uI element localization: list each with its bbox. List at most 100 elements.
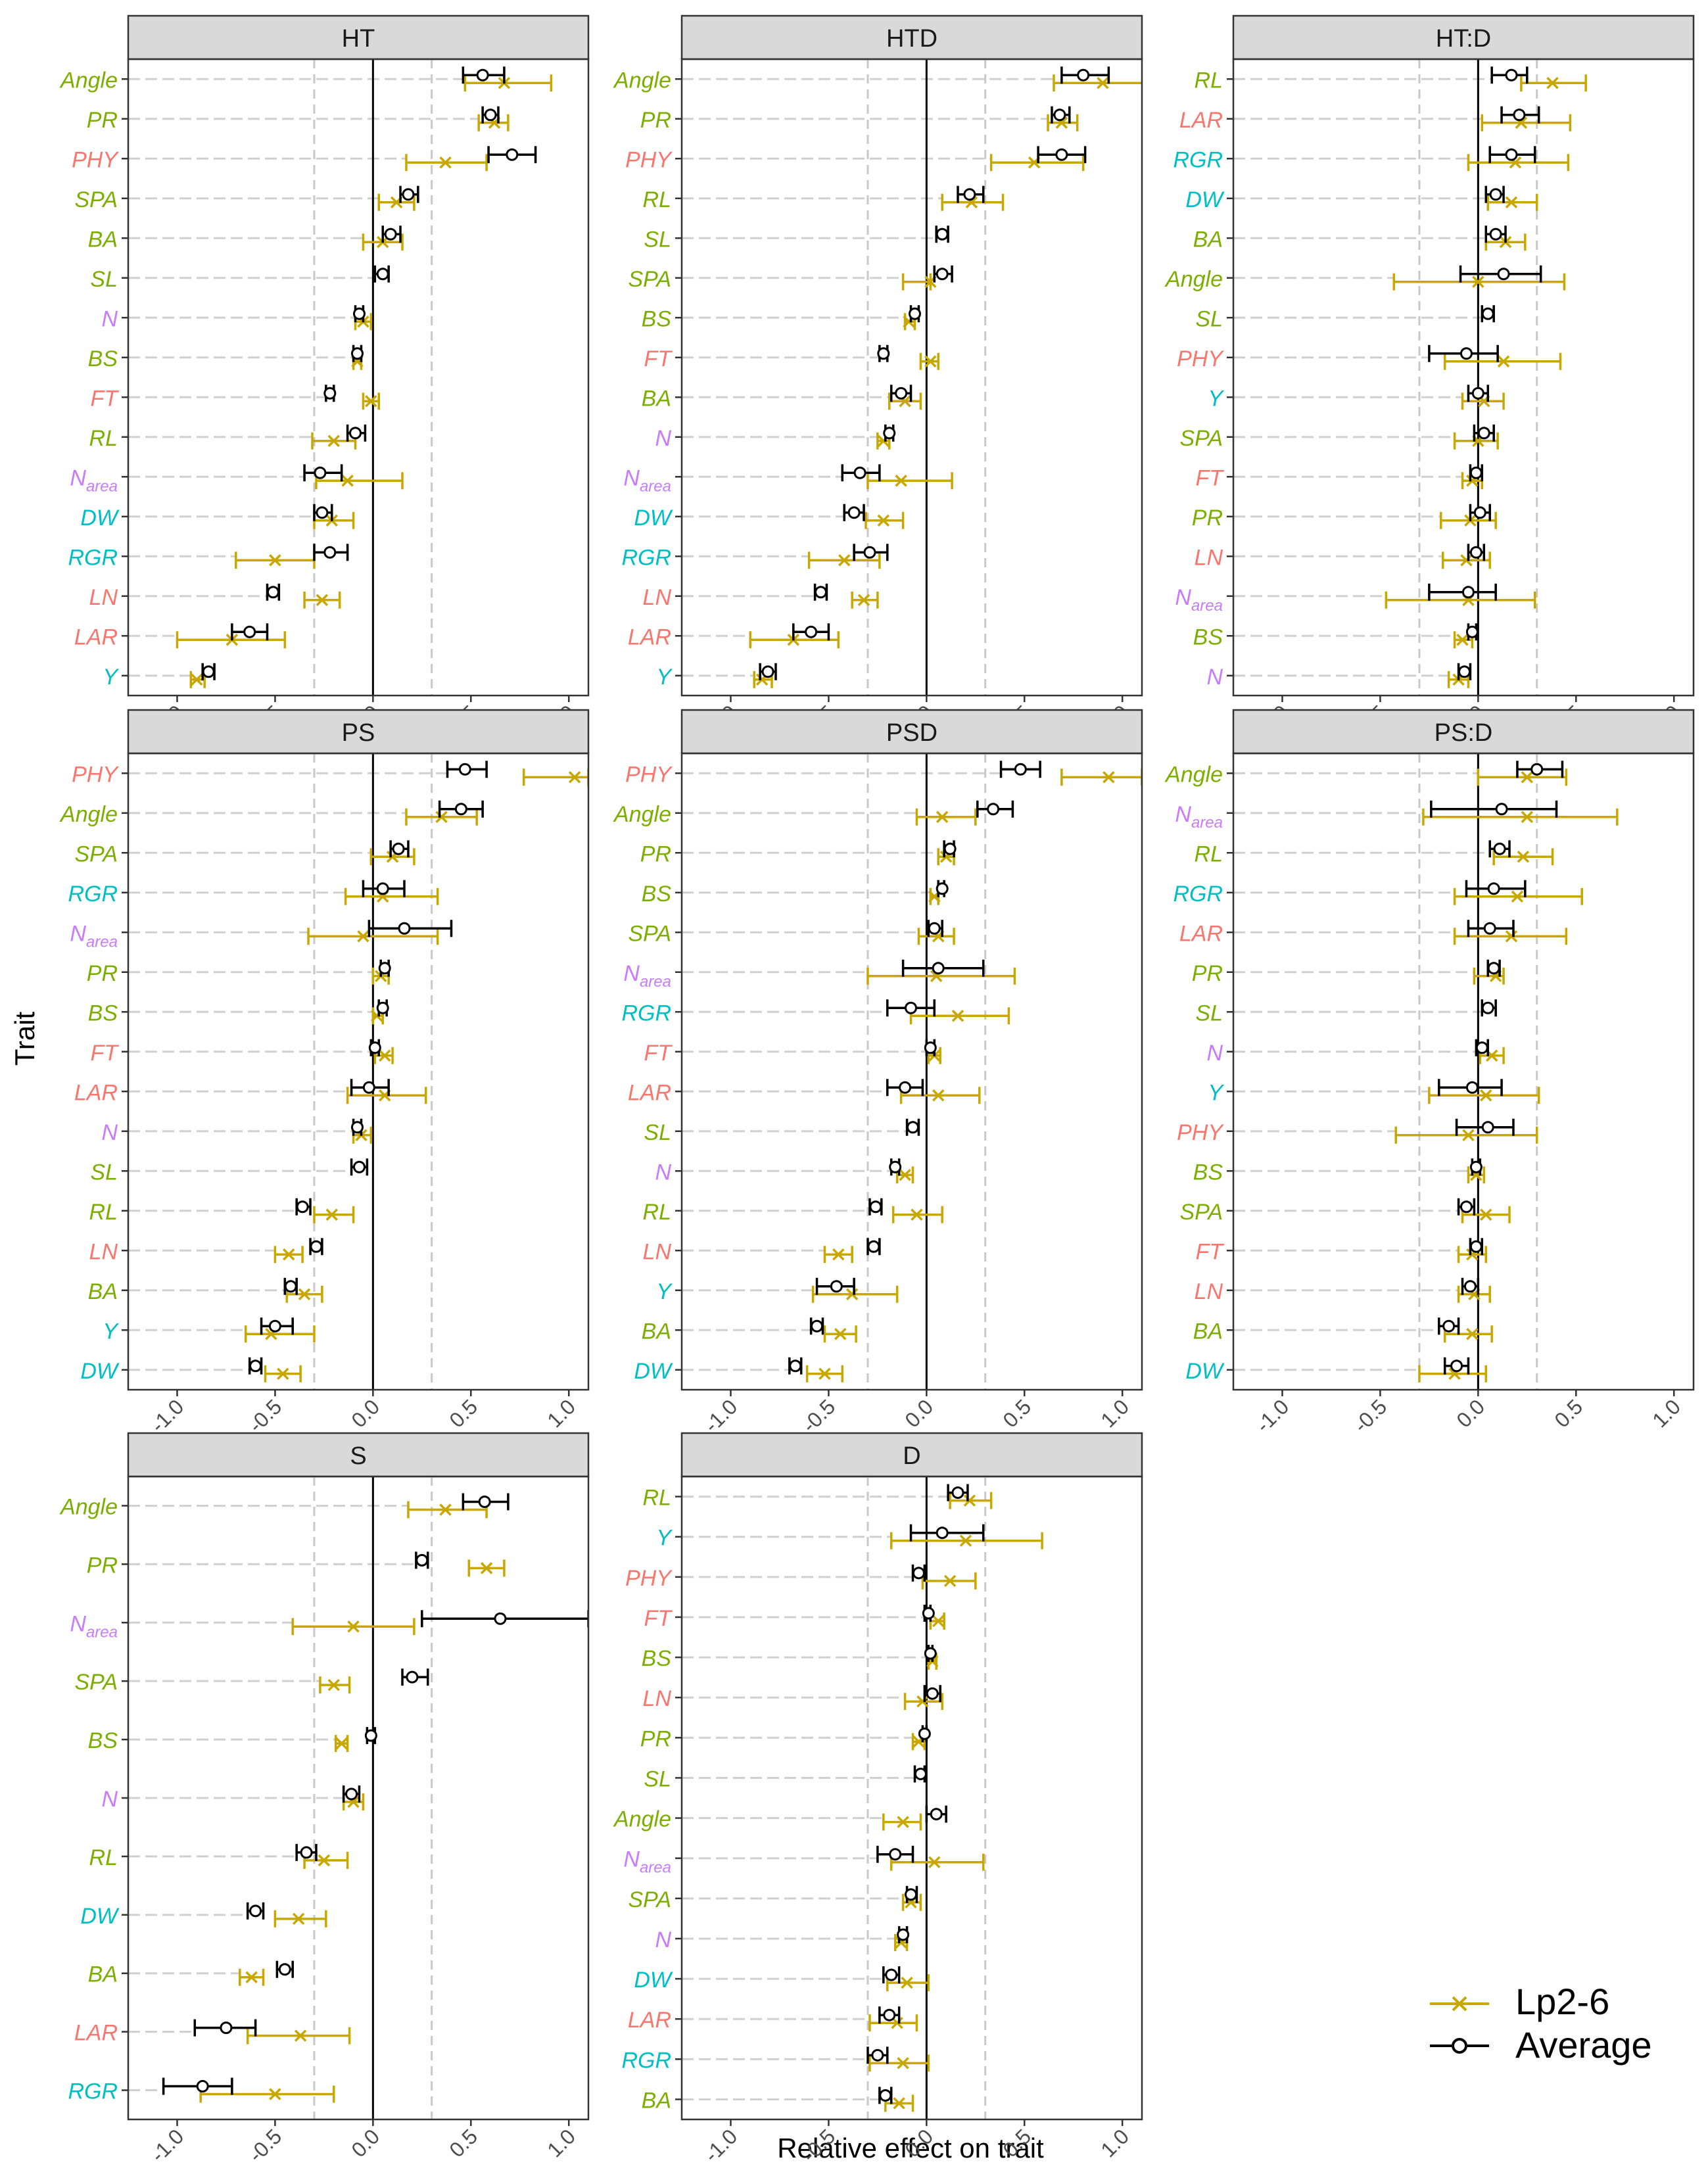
avg-point (1465, 625, 1479, 638)
avg-point (196, 2080, 209, 2093)
avg-point (406, 1670, 419, 1684)
avg-point (918, 1727, 931, 1740)
lp-point-stroke-b (1462, 1129, 1475, 1141)
panel-strip (127, 1432, 590, 1478)
trait-label: BS (88, 1728, 118, 1753)
trait-label: RL (89, 1200, 118, 1225)
lp-point-stroke-b (347, 1795, 360, 1808)
lp-point-stroke-b (959, 1534, 972, 1547)
lp-point-stroke-b (1485, 1049, 1498, 1062)
trait-label: LAR (74, 2021, 118, 2046)
panel-strip (127, 14, 590, 60)
avg-point (415, 1553, 429, 1567)
trait-label: Y (103, 1319, 119, 1344)
trait-label-subscript: area (86, 477, 118, 495)
panel-frame (680, 752, 1143, 1391)
x-tick-label: 1.0 (542, 1394, 580, 1432)
x-tick-label: 1.0 (1096, 1394, 1133, 1432)
trait-label: LN (89, 585, 118, 610)
trait-label: PR (1192, 961, 1223, 986)
x-axis-title: Relative effect on trait (777, 2133, 1044, 2163)
lp-point-stroke-b (1546, 77, 1559, 89)
trait-label: N (101, 306, 118, 331)
trait-label: BA (88, 1279, 118, 1304)
trait-label: BS (642, 1646, 672, 1671)
lp-point (1497, 355, 1510, 367)
trait-label: Narea (623, 465, 671, 495)
trait-label: Angle (613, 1807, 671, 1832)
x-tick-label: -0.5 (1349, 1394, 1391, 1436)
panel-d: D RL Y PHY FT BS LN PR SL Angle Narea SPA N DW LAR RGR B… (613, 1432, 1143, 2167)
avg-point (392, 842, 405, 855)
lp-point-stroke-b (335, 1737, 348, 1750)
avg-point (1475, 1041, 1488, 1054)
trait-label: BS (642, 306, 672, 331)
trait-label: Y (1208, 1080, 1224, 1105)
trait-label: SPA (1179, 1200, 1223, 1225)
lp-point-stroke-b (893, 2097, 905, 2110)
lp-point-stroke-b (435, 811, 448, 823)
avg-point (1469, 1240, 1483, 1253)
avg-point (296, 1200, 309, 1214)
legend: Lp2-6 Average (1430, 1981, 1652, 2066)
lp-point-stroke-b (932, 1615, 945, 1628)
trait-label: BA (642, 1319, 671, 1344)
lp-point-stroke-b (897, 2057, 909, 2069)
panel-plot-area (682, 59, 1142, 696)
lp-point-stroke-b (965, 196, 978, 208)
avg-point (936, 268, 949, 281)
lp-point-stroke-b (245, 1971, 258, 1983)
lp-point-stroke-b (1511, 890, 1524, 903)
lp-point (916, 1695, 929, 1708)
avg-point (278, 1963, 291, 1976)
avg-point (936, 882, 949, 895)
avg-point (1483, 922, 1496, 935)
trait-label-subscript: area (1191, 597, 1223, 615)
lp-point (834, 1328, 847, 1340)
panel-ps: PS PHY Angle SPA RGR Narea PR BS FT LAR N SL RL LN BA Y… (59, 709, 590, 1437)
avg-point (454, 803, 467, 816)
avg-point (1481, 1001, 1494, 1014)
lp-errorbar (917, 928, 955, 945)
x-tick-label: 0.0 (900, 1394, 937, 1432)
trait-label-subscript: area (86, 933, 118, 951)
lp-errorbar (315, 472, 404, 490)
trait-label: N (101, 1120, 118, 1145)
x-tick-label: -1.0 (700, 2124, 742, 2166)
lp-point-stroke-b (818, 1367, 831, 1380)
lp-point (245, 1971, 258, 1983)
avg-point (378, 962, 391, 975)
lp-point (832, 1248, 845, 1261)
lp-point (932, 1089, 945, 1102)
lp-point-stroke-b (277, 1367, 289, 1380)
x-tick-label: -1.0 (146, 1394, 188, 1436)
avg-point (310, 1240, 323, 1253)
lp-errorbar (1453, 432, 1499, 450)
avg-point (1077, 68, 1090, 82)
lp-point (347, 1620, 360, 1633)
trait-label: Angle (59, 802, 118, 827)
trait-label: N (655, 1927, 671, 1952)
avg-point (889, 1160, 902, 1173)
panel-strip (127, 709, 590, 755)
trait-label: LN (1195, 1279, 1223, 1304)
trait-label: PR (87, 108, 118, 133)
trait-label: SPA (74, 841, 118, 866)
lp-point-stroke-b (439, 1503, 452, 1516)
lp-point-stroke-b (1505, 196, 1518, 208)
trait-label: RGR (68, 545, 118, 570)
lp-point-stroke-b (1460, 554, 1473, 567)
avg-point (1497, 268, 1510, 281)
lp-point-stroke-b (341, 475, 354, 487)
trait-label: N (101, 1787, 118, 1812)
lp-point-stroke-b (963, 1494, 976, 1507)
trait-label: RL (89, 426, 118, 451)
trait-label: RGR (621, 2048, 671, 2073)
trait-label: LAR (74, 1080, 118, 1105)
lp-point (1466, 1328, 1479, 1340)
panel-plot-area (682, 753, 1142, 1390)
lp-point-stroke-b (325, 1208, 339, 1221)
avg-point (1489, 188, 1502, 201)
panel-title: D (903, 1442, 920, 1470)
